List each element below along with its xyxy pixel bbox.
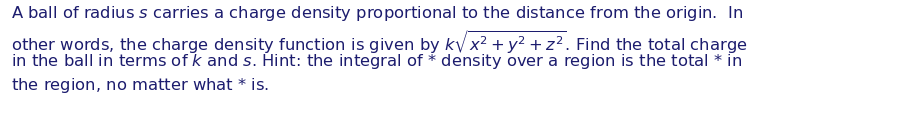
Text: in the ball in terms of $k$ and $s$. Hint: the integral of $*$ density over a re: in the ball in terms of $k$ and $s$. Hin…	[11, 52, 742, 71]
Text: other words, the charge density function is given by $k\sqrt{x^2 + y^2 + z^2}$. : other words, the charge density function…	[11, 28, 748, 56]
Text: A ball of radius $s$ carries a charge density proportional to the distance from : A ball of radius $s$ carries a charge de…	[11, 4, 743, 23]
Text: the region, no matter what $*$ is.: the region, no matter what $*$ is.	[11, 77, 270, 95]
